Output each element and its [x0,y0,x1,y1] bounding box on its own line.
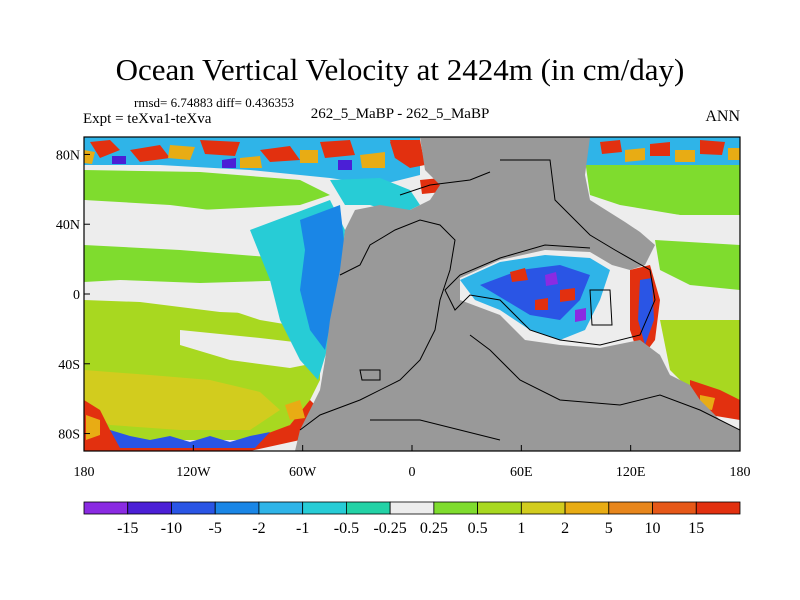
y-tick-label: 40S [58,358,80,373]
east-coast-blue [638,278,654,345]
colorbar-label: 0.5 [468,520,488,537]
pacific-east-blue [300,205,345,350]
north-band-orange [84,145,385,168]
tethys-purple [545,272,586,322]
east-north-band-orange [625,148,740,162]
y-tick-label: 40N [56,218,80,233]
coastline-outline [299,159,740,441]
season-label: ANN [705,108,740,125]
atlantic-red [390,140,442,194]
expt-label: Expt = teXva1-teXva [83,111,212,127]
x-tick-label: 120E [616,465,646,480]
x-tick-label: 120W [176,465,211,480]
east-green-mid [655,240,740,290]
colorbar-box [258,501,304,515]
east-white-north [600,205,740,240]
colorbar-label: -0.5 [334,520,359,537]
atlantic-north-cyan [330,178,420,215]
colorbar-box [695,501,741,515]
pacific-yellow-patch [84,370,280,430]
colorbar-label: 0.25 [420,520,448,537]
colorbar-box [652,501,697,515]
colorbar-label: 10 [645,520,661,537]
colorbar-box [214,501,260,515]
case-label: 262_5_MaBP - 262_5_MaBP [310,106,490,122]
y-tick-label: 80N [56,148,80,163]
x-tick-label: 60W [289,465,317,480]
colorbar-box [477,501,522,515]
colorbar-box [564,501,610,515]
pacific-green-north [84,170,330,210]
colorbar-box [389,501,435,515]
x-tick-label: 180 [730,465,751,480]
colorbar-box [302,501,347,515]
x-tick-label: 60E [510,465,533,480]
x-tick-label: 180 [74,465,95,480]
x-axis: 180 120W 60W 0 60E 120E 180 [74,445,751,480]
east-white-south [680,290,740,320]
colorbar-box [171,501,216,515]
tethys-red [510,268,575,310]
x-tick-label: 0 [409,465,416,480]
y-tick-label: 0 [73,288,80,303]
colorbar-label: 15 [688,520,704,537]
colorbar-label: -10 [161,520,182,537]
colorbar-label: -5 [209,520,222,537]
east-south-red [690,380,740,420]
map-field [84,137,740,451]
colorbar-label: 1 [517,520,525,537]
colorbar-label: -15 [117,520,138,537]
colorbar-boxes [83,501,741,515]
y-tick-label: 80S [58,428,80,443]
colorbar-box [127,501,172,515]
pacific-white-south [180,330,330,368]
colorbar-box [83,501,129,515]
north-band-red [90,140,420,162]
north-band-purple [112,156,352,170]
colorbar-label: -2 [252,520,265,537]
east-green-north [585,160,740,215]
colorbar-box [345,501,391,515]
colorbar-labels: -15 -10 -5 -2 -1 -0.5 -0.25 0.25 0.5 1 2 5 10 15 [117,520,704,537]
pacific-white-mid [84,283,320,315]
colorbar-label: 2 [561,520,569,537]
colorbar-box [520,501,566,515]
colorbar-label: -1 [296,520,309,537]
stats-line: rmsd= 6.74883 diff= 0.436353 [134,95,294,110]
y-axis: 80N 40N 0 40S 80S [56,148,90,443]
colorbar-box [608,501,653,515]
colorbar-label: 5 [605,520,613,537]
colorbar-box [433,501,479,515]
colorbar-label: -0.25 [373,520,406,537]
land-pangaea [295,137,740,451]
south-rim-blue [110,430,270,448]
tethys-blue [480,265,590,320]
east-north-band-red [600,140,725,156]
pacific-white-north [84,200,300,245]
chart-title: Ocean Vertical Velocity at 2424m (in cm/… [115,52,685,87]
